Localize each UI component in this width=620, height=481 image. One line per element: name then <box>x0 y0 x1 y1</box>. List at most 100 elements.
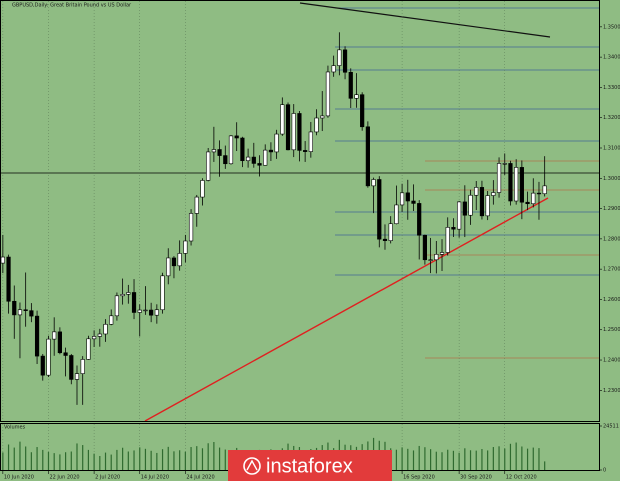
candle-body <box>97 333 102 337</box>
candle-body <box>365 126 370 187</box>
trend-line <box>299 2 551 38</box>
x-tick-label: 14 Jul 2020 <box>141 475 169 481</box>
candle-body <box>337 49 342 66</box>
logo-icon <box>246 459 258 471</box>
candle-body <box>23 309 28 311</box>
candle-body <box>29 310 34 317</box>
candle-body <box>428 259 433 261</box>
candle-body <box>308 131 313 152</box>
candle-body <box>188 213 194 242</box>
candle-body <box>331 65 336 73</box>
candle-body <box>217 149 222 156</box>
candle-body <box>6 256 11 302</box>
candle-body <box>297 113 302 151</box>
y-tick-label: 1.26000 <box>603 297 620 303</box>
candle-body <box>303 150 308 152</box>
y-tick-label: 1.34000 <box>603 55 620 61</box>
candle-body <box>417 203 422 236</box>
candle-body <box>280 104 285 135</box>
candle-body <box>245 156 251 162</box>
logo-icon <box>243 457 261 475</box>
candle-body <box>474 187 479 196</box>
candle-body <box>120 293 125 297</box>
candle-body <box>462 201 467 216</box>
candle-body <box>325 71 331 117</box>
candle-body <box>171 257 177 267</box>
candle-body <box>63 352 68 356</box>
candle-body <box>160 275 165 311</box>
candle-body <box>57 331 62 354</box>
candle-body <box>234 135 239 139</box>
candle-body <box>80 359 85 374</box>
candle-body <box>34 315 40 357</box>
candle-body <box>177 253 182 267</box>
candle-body <box>514 167 519 202</box>
candle-body <box>377 179 382 240</box>
candle-body <box>354 94 359 99</box>
candle-body <box>422 234 428 261</box>
price-frame <box>0 0 600 422</box>
candle-body <box>40 355 45 376</box>
candle-body <box>211 149 216 153</box>
candle-body <box>17 309 23 316</box>
candle-body <box>399 192 405 206</box>
logo: instaforex <box>228 450 392 481</box>
candle-body <box>536 192 542 195</box>
candle-body <box>274 133 279 153</box>
candle-body <box>257 163 262 166</box>
candle-body <box>0 256 5 264</box>
candle-body <box>131 292 137 313</box>
candle-body <box>525 201 530 205</box>
candle-body <box>314 117 319 133</box>
x-tick-label: 22 Jun 2020 <box>49 475 79 481</box>
y-tick-label: 24511 <box>603 424 619 430</box>
candle-body <box>496 163 502 193</box>
trend-line <box>144 197 549 422</box>
candle-body <box>240 137 245 162</box>
candle-body <box>445 227 450 253</box>
candle-body <box>531 192 536 205</box>
y-tick-label: 0 <box>603 468 606 474</box>
candle-body <box>46 338 51 376</box>
candle-body <box>149 309 154 316</box>
candle-body <box>394 204 399 225</box>
y-tick-label: 1.23000 <box>603 388 620 394</box>
candle-body <box>183 240 188 254</box>
candle-body <box>200 180 205 198</box>
candle-body <box>382 238 388 241</box>
candle-body <box>519 167 524 203</box>
chart-title: GBPUSD,Daily: Great Britain Pound vs US … <box>12 3 132 9</box>
candle-body <box>251 156 256 164</box>
x-tick-label: 16 Sep 2020 <box>403 475 435 481</box>
candle-body <box>434 254 439 261</box>
candle-body <box>263 149 268 166</box>
x-tick-label: 2 Jul 2020 <box>95 475 120 481</box>
candle-body <box>502 163 507 165</box>
y-tick-label: 1.28000 <box>603 236 620 242</box>
candle-body <box>109 315 114 325</box>
y-tick-label: 1.30000 <box>603 176 620 182</box>
y-tick-label: 1.32000 <box>603 115 620 121</box>
candle-body <box>69 355 74 380</box>
candle-body <box>485 195 490 217</box>
candle-body <box>92 336 97 340</box>
candle-body <box>143 309 148 312</box>
y-tick-label: 1.29000 <box>603 206 620 212</box>
volume-title: Volumes <box>4 425 26 431</box>
x-tick-label: 30 Sep 2020 <box>460 475 492 481</box>
candle-body <box>542 185 547 195</box>
x-tick-label: 10 Jun 2020 <box>4 475 34 481</box>
candle-body <box>52 331 57 340</box>
candle-body <box>268 149 274 153</box>
logo-text: instaforex <box>266 455 353 477</box>
candle-body <box>285 104 291 151</box>
y-tick-label: 1.31000 <box>603 145 620 151</box>
candle-body <box>479 187 485 217</box>
y-tick-label: 1.33000 <box>603 85 620 91</box>
candle-body <box>388 223 393 241</box>
candle-body <box>439 252 445 255</box>
